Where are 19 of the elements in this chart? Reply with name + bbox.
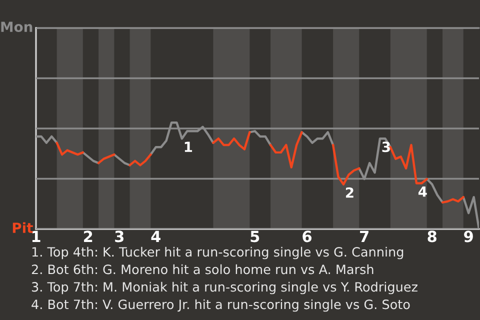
text: 4. Bot 7th: V. Guerrero Jr. hit a run-scoring single vs G. Soto: [32, 299, 410, 312]
x-tick-label: 4: [151, 230, 160, 242]
x-tick-label: 2: [84, 230, 92, 242]
annotation: 2: [346, 187, 354, 198]
text: Mon: [1, 22, 32, 32]
text: 1. Top 4th: K. Tucker hit a run-scoring single vs G. Canning: [32, 246, 404, 260]
annotation: 4: [418, 186, 427, 197]
text: Pit: [12, 222, 33, 233]
x-tick-label: 5: [250, 230, 260, 242]
x-tick-label: 1: [32, 230, 40, 242]
x-tick-label: 9: [464, 230, 473, 242]
x-tick-label: 7: [360, 230, 368, 242]
annotation: 1: [184, 142, 192, 152]
x-tick-label: 3: [115, 230, 124, 242]
annotation: 3: [382, 142, 390, 152]
text: 3. Top 7th: M. Moniak hit a run-scoring single vs Y. Rodriguez: [32, 282, 418, 294]
x-tick-label: 6: [302, 230, 312, 242]
x-tick-label: 8: [428, 230, 436, 242]
text: 2. Bot 6th: G. Moreno hit a solo home run vs A. Marsh: [32, 264, 374, 274]
